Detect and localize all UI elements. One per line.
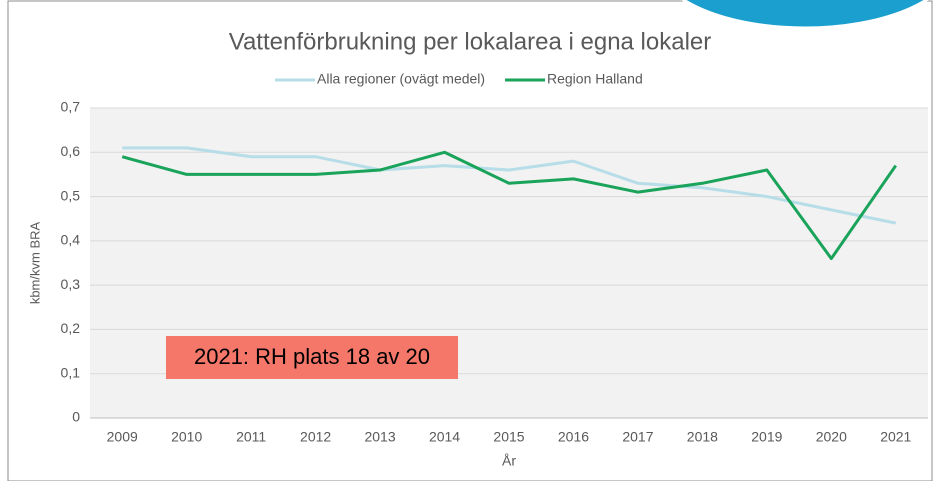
y-tick-label: 0,7: [61, 99, 81, 115]
x-tick-label: 2020: [816, 429, 847, 445]
x-tick-label: 2014: [429, 429, 460, 445]
y-tick-label: 0,3: [61, 276, 81, 292]
y-axis-label: kbm/kvm BRA: [27, 222, 42, 305]
chart-title: Vattenförbrukning per lokalarea i egna l…: [229, 28, 712, 55]
legend-label: Alla regioner (ovägt medel): [317, 71, 485, 87]
y-tick-label: 0: [72, 409, 80, 425]
x-tick-label: 2013: [364, 429, 395, 445]
annotation-box: [166, 336, 458, 379]
y-tick-label: 0,1: [61, 364, 81, 380]
x-tick-label: 2010: [171, 429, 202, 445]
x-tick-label: 2017: [622, 429, 653, 445]
legend-label: Region Halland: [547, 71, 643, 87]
x-tick-label: 2016: [558, 429, 589, 445]
x-tick-label: 2009: [107, 429, 138, 445]
x-tick-label: 2019: [751, 429, 782, 445]
y-tick-label: 0,2: [61, 320, 81, 336]
x-axis-label: År: [502, 453, 516, 469]
y-tick-label: 0,5: [61, 187, 81, 203]
x-tick-label: 2011: [236, 429, 266, 445]
series-line: [122, 146, 897, 225]
y-tick-label: 0,4: [61, 232, 81, 248]
series-line: [121, 150, 898, 261]
x-tick-label: 2015: [493, 429, 524, 445]
x-tick-label: 2012: [300, 429, 331, 445]
x-tick-label: 2018: [687, 429, 718, 445]
annotation: 2021: RH plats 18 av 20: [194, 344, 430, 369]
decor-shape: [680, 0, 930, 30]
y-tick-label: 0,6: [61, 143, 81, 159]
x-tick-label: 2021: [880, 429, 911, 445]
